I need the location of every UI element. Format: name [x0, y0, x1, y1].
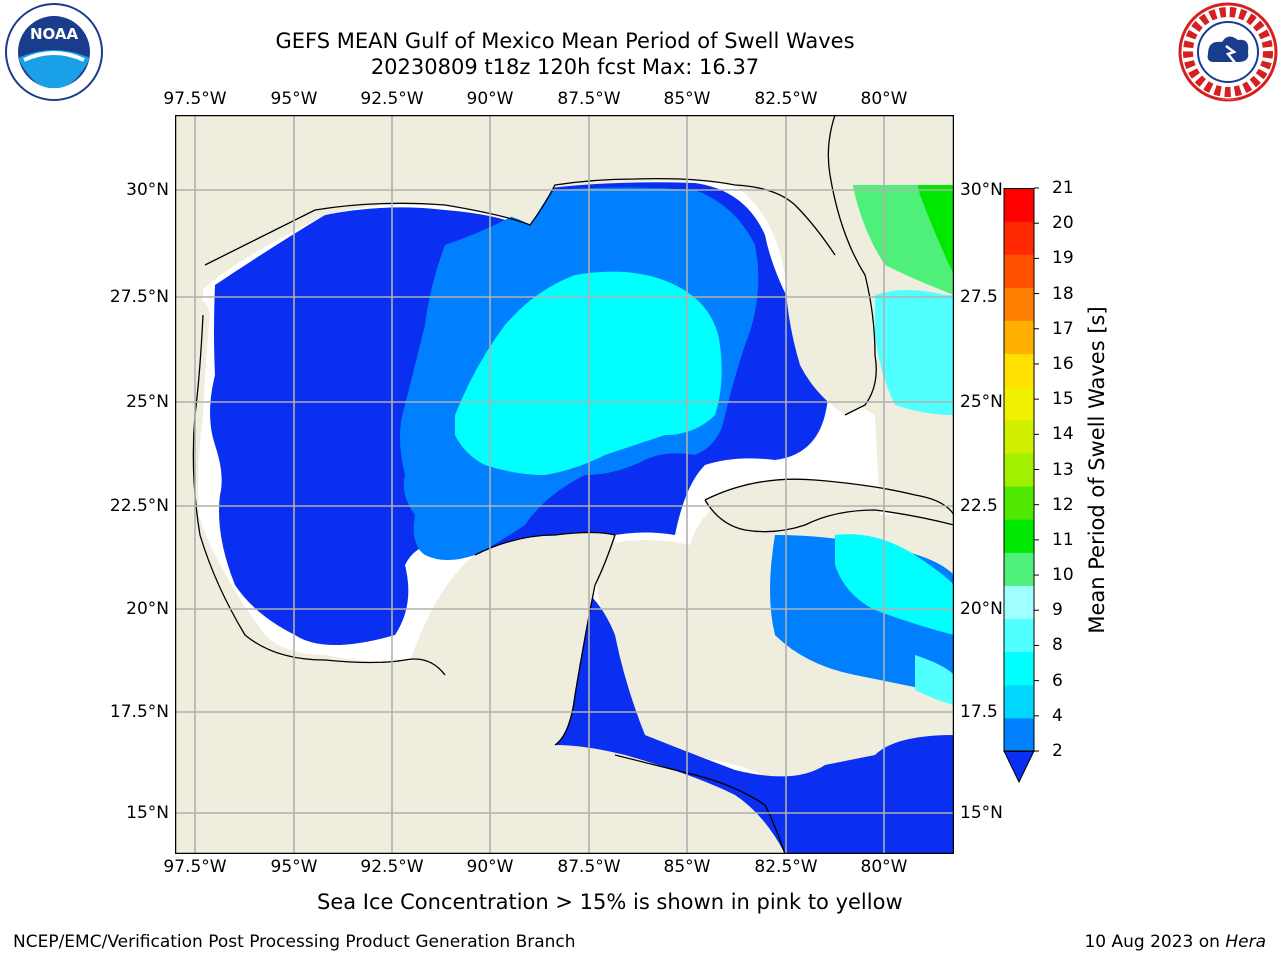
colorbar-swatch: [1004, 717, 1034, 752]
lat-tick-label-left: 27.5°N: [109, 287, 169, 307]
colorbar-swatch: [1004, 486, 1034, 520]
chart-title: GEFS MEAN Gulf of Mexico Mean Period of …: [275, 29, 855, 53]
colorbar-swatch: [1004, 585, 1034, 620]
colorbar-tick-label: 17: [1052, 318, 1074, 339]
mexico-west-coast: [175, 300, 440, 777]
colorbar-swatch: [1004, 221, 1034, 255]
colorbar-label: Mean Period of Swell Waves [s]: [1085, 306, 1109, 634]
lon-tick-label-top: 90°W: [466, 89, 514, 109]
lon-tick-label-bottom: 80°W: [860, 857, 908, 877]
gulf-of-mexico-map: [175, 115, 954, 854]
lat-tick-label-right: 22.5: [960, 496, 998, 516]
colorbar-swatch: [1004, 651, 1034, 686]
swell-band-8-10: [875, 290, 954, 705]
colorbar-swatch: [1004, 552, 1034, 586]
lon-tick-label-bottom: 82.5°W: [754, 857, 818, 877]
colorbar-swatch: [1004, 287, 1034, 321]
map-frame: [175, 115, 954, 854]
lat-tick-label-right: 20°N: [960, 599, 1003, 619]
colorbar-tick-label: 12: [1052, 494, 1074, 515]
lon-tick-label-bottom: 92.5°W: [360, 857, 424, 877]
lat-tick-label-right: 15°N: [960, 803, 1003, 823]
lon-tick-label-top: 85°W: [663, 89, 711, 109]
colorbar-tick-label: 6: [1052, 670, 1063, 691]
colorbar-tick-label: 10: [1052, 565, 1074, 586]
lat-tick-label-right: 17.5: [960, 702, 998, 722]
texas-louisiana-coast: [175, 115, 845, 315]
colorbar-swatch: [1004, 320, 1034, 355]
lat-tick-label-right: 25°N: [960, 392, 1003, 412]
swell-band-2-4: [210, 182, 954, 854]
colorbar-swatch: [1004, 188, 1034, 222]
lat-tick-label-left: 25°N: [126, 392, 169, 412]
lon-tick-label-top: 95°W: [270, 89, 318, 109]
colorbar-tick-label: 20: [1052, 213, 1074, 234]
colorbar-tick-label: 15: [1052, 389, 1074, 410]
lon-tick-label-top: 82.5°W: [754, 89, 818, 109]
lon-tick-label-bottom: 95°W: [270, 857, 318, 877]
lon-tick-label-top: 87.5°W: [557, 89, 621, 109]
lon-tick-label-bottom: 97.5°W: [163, 857, 227, 877]
colorbar-swatch: [1004, 353, 1034, 388]
lat-tick-label-left: 20°N: [126, 599, 169, 619]
lon-tick-label-bottom: 90°W: [466, 857, 514, 877]
colorbar-tick-label: 18: [1052, 283, 1074, 304]
sea-ice-footnote: Sea Ice Concentration > 15% is shown in …: [317, 890, 903, 914]
lat-tick-label-left: 22.5°N: [109, 496, 169, 516]
lon-tick-label-top: 92.5°W: [360, 89, 424, 109]
graticule: [175, 115, 954, 854]
colorbar: [1003, 187, 1039, 784]
lon-tick-label-bottom: 85°W: [663, 857, 711, 877]
colorbar-tick-label: 14: [1052, 424, 1074, 445]
nws-logo-text: NATIONAL WEATHER SERVICE: [1221, 98, 1236, 101]
noaa-logo-text: NOAA: [30, 25, 79, 43]
lat-tick-label-right: 30°N: [960, 180, 1003, 200]
credit-machine: Hera: [1225, 932, 1266, 952]
colorbar-tick-label: 11: [1052, 529, 1074, 550]
credit-organization: NCEP/EMC/Verification Post Processing Pr…: [13, 932, 576, 952]
noaa-logo: NOAA: [5, 3, 103, 101]
lat-tick-label-right: 27.5: [960, 287, 998, 307]
lat-tick-label-left: 30°N: [126, 180, 169, 200]
colorbar-tick-label: 16: [1052, 353, 1074, 374]
lon-tick-label-top: 97.5°W: [163, 89, 227, 109]
colorbar-swatch: [1004, 419, 1034, 454]
chart-subtitle: 20230809 t18z 120h fcst Max: 16.37: [370, 55, 760, 79]
colorbar-swatch: [1004, 519, 1034, 553]
colorbar-tick-label: 9: [1052, 600, 1063, 621]
lat-tick-label-left: 17.5°N: [109, 702, 169, 722]
nws-logo: NATIONAL WEATHER SERVICE: [1178, 2, 1278, 102]
lat-tick-label-left: 15°N: [126, 803, 169, 823]
colorbar-swatch: [1004, 386, 1034, 421]
lon-tick-label-bottom: 87.5°W: [557, 857, 621, 877]
lon-tick-label-top: 80°W: [860, 89, 908, 109]
colorbar-tick-label: 4: [1052, 705, 1063, 726]
credit-date: 10 Aug 2023 on Hera: [1084, 932, 1266, 952]
colorbar-swatch: [1004, 684, 1034, 719]
colorbar-extend-min: [1003, 750, 1035, 784]
colorbar-tick-label: 13: [1052, 459, 1074, 480]
colorbar-tick-label: 2: [1052, 741, 1063, 761]
colorbar-swatch: [1004, 618, 1034, 653]
credit-date-text: 10 Aug 2023 on: [1084, 932, 1226, 952]
colorbar-tick-label: 21: [1052, 178, 1074, 198]
colorbar-tick-label: 8: [1052, 635, 1063, 656]
colorbar-swatch: [1004, 452, 1034, 487]
colorbar-tick-label: 19: [1052, 248, 1074, 269]
swell-band-6-8: [455, 271, 954, 635]
colorbar-swatch: [1004, 254, 1034, 288]
